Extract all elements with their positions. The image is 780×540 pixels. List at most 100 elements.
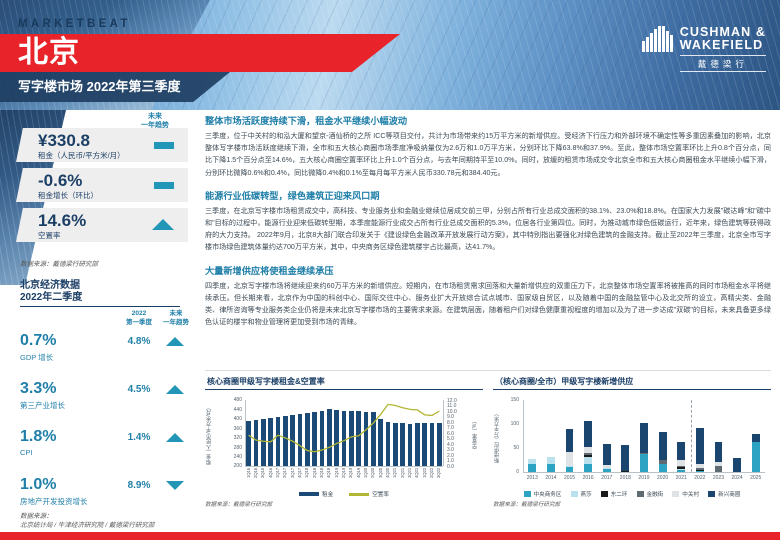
trend-flat-icon: [154, 182, 174, 189]
chart2-plot: 150 100 50 0 2013 2014 2015 2016 2017 2018 2019 202…: [493, 396, 771, 488]
chart1-y2tick: 7.0: [447, 425, 454, 432]
chart2-bar-segment: [714, 442, 723, 463]
chart1-xtick: 1Q18: [304, 468, 310, 479]
economy-label: GDP 增长: [20, 353, 54, 362]
chart1-bar: [304, 412, 310, 467]
key-stat-trend: [152, 219, 174, 230]
chart1-y2tick: 4.0: [447, 441, 454, 448]
trend-up-icon: [166, 385, 184, 394]
economy-col-trend: 未来 一年趋势: [158, 310, 194, 327]
legend-label-vacancy: 空置率: [372, 492, 389, 499]
chart2-bar-segment: [695, 470, 704, 473]
legend-swatch: [636, 491, 644, 498]
chart1-y2tick: 2.0: [447, 452, 454, 459]
chart2-bar-segment: [584, 456, 593, 465]
chart1-xtick: 2Q22: [429, 468, 434, 479]
stats-trend-header-l2: 一年趋势: [141, 122, 169, 129]
key-stat-value: 14.6%: [38, 211, 87, 230]
chart1-ylabel: 租金（人民币/平方米/月）: [206, 405, 212, 466]
chart2-bar-segment: [584, 452, 593, 456]
chart1-bar: [414, 423, 420, 467]
economy-title: 北京经济数据 2022年二季度: [20, 280, 82, 304]
stats-trend-header: 未来 一年趋势: [124, 112, 186, 130]
chart1-bar: [422, 422, 427, 467]
economy-col-trend-l1: 未来: [169, 310, 183, 317]
chart1-y2tick: 9.0: [447, 414, 454, 421]
chart2-bar-segment: [602, 464, 611, 468]
chart2-xtick: 2016: [582, 475, 594, 482]
chart1-xtick: 1Q16: [245, 468, 251, 479]
chart1-bar: [319, 410, 325, 467]
key-stat-label: 空置率: [38, 231, 61, 240]
section-body: 三季度，在北京写字楼市场租赁成交中，高科技、专业服务业和金融业继续位居成交前三甲…: [205, 206, 771, 252]
trend-up-icon: [152, 219, 174, 230]
chart2-bar-segment: [714, 466, 723, 473]
economy-row: 1.0% 房地产开发投资增长 8.9%: [20, 476, 192, 520]
chart1-xtick: 2Q19: [341, 468, 346, 479]
chart1-source: 数据来源：戴德梁行研究部: [205, 502, 273, 509]
trend-up-icon: [166, 337, 184, 346]
chart2-xtick: 2019: [638, 475, 650, 482]
economy-trend: [166, 337, 184, 346]
economy-trend: [166, 433, 184, 442]
chart2-bar-segment: [565, 465, 574, 467]
economy-row: 0.7% GDP 增长 4.8%: [20, 332, 192, 376]
chart2-x-axis: [523, 472, 765, 474]
chart2-bar-segment: [695, 427, 704, 465]
footer-red-bar: [0, 532, 780, 540]
chart-rent-vacancy: 核心商圈甲级写字楼租金&空置率 480 440 400 360 320 280 240 200…: [205, 376, 483, 526]
legend-item-vacancy: 空置率: [349, 490, 389, 498]
key-stat: 14.6% 空置率: [0, 208, 200, 242]
chart2-xtick: 2018: [619, 475, 631, 482]
economy-row: 3.3% 第三产业增长 4.5%: [20, 380, 192, 424]
economy-col-prev: 2022 第一季度: [121, 310, 157, 327]
chart1-ytick: 320: [233, 435, 242, 442]
chart-new-supply: （核心商圈/全市）甲级写字楼新增供应 150 100 50 0 2013 2014 2015…: [493, 376, 771, 526]
chart1-y2-axis: [443, 400, 444, 467]
chart1-xtick: 3Q18: [319, 468, 324, 479]
chart1-ytick: 360: [233, 425, 242, 432]
chart2-bar-segment: [584, 447, 593, 453]
economy-trend: [166, 481, 184, 490]
legend-label: 新兴商圈: [718, 492, 741, 499]
chart1-xtick: 1Q22: [421, 468, 427, 479]
chart1-y2tick: 0.0: [447, 463, 454, 470]
page-header: MARKETBEAT 北京 写字楼市场 2022年第三季度 CUSHMAN & …: [0, 0, 780, 110]
chart1-xtick: 4Q18: [326, 468, 332, 479]
chart1-y2tick: 3.0: [447, 447, 454, 454]
economy-label: 第三产业增长: [20, 401, 65, 410]
logo-text-chinese: 戴德梁行: [679, 55, 766, 72]
chart2-bar-segment: [677, 469, 686, 473]
chart1-plot: 480 440 400 360 320 280 240 200 12.0 11.0 10.0 9.0 8…: [205, 396, 483, 488]
legend-item: 中央商务区: [523, 490, 562, 498]
chart2-bar-segment: [751, 433, 760, 442]
chart2-bar-segment: [602, 468, 611, 473]
chart1-xtick: 4Q17: [297, 468, 302, 479]
chart1-bar: [341, 410, 347, 467]
chart2-xtick: 2017: [601, 475, 613, 482]
chart1-xtick: 2Q20: [370, 468, 376, 479]
logo-text-line2: WAKEFIELD: [679, 38, 764, 52]
chart2-xtick: 2014: [545, 475, 557, 482]
chart1-xtick: 2Q17: [282, 468, 288, 479]
article-section: 能源行业低碳转型，绿色建筑正迎来风口期 三季度，在北京写字楼市场租赁成交中，高科技…: [205, 188, 771, 254]
chart2-bar-segment: [565, 466, 574, 473]
chart2-bar-segment: [565, 428, 574, 452]
economy-prev: 8.9%: [127, 480, 151, 491]
legend-swatch-vacancy: [349, 493, 370, 496]
page-title: 北京: [18, 36, 80, 69]
chart2-bar-segment: [733, 457, 741, 473]
chart1-y2tick: 10.0: [447, 408, 457, 415]
chart2-bar-segment: [621, 470, 630, 473]
chart1-bar: [429, 422, 435, 467]
chart2-xtick: 2021: [675, 475, 687, 482]
logo-text-line1: CUSHMAN &: [679, 25, 766, 39]
chart1-vacancy-line: [248, 404, 440, 453]
chart1-ytick: 400: [233, 416, 242, 423]
chart1-y2tick: 5.0: [447, 436, 454, 443]
chart1-bar: [312, 412, 317, 467]
chart1-bar: [436, 423, 442, 467]
legend-item: 金融街: [636, 490, 663, 498]
chart1-title: 核心商圈甲级写字楼租金&空置率: [207, 377, 325, 386]
